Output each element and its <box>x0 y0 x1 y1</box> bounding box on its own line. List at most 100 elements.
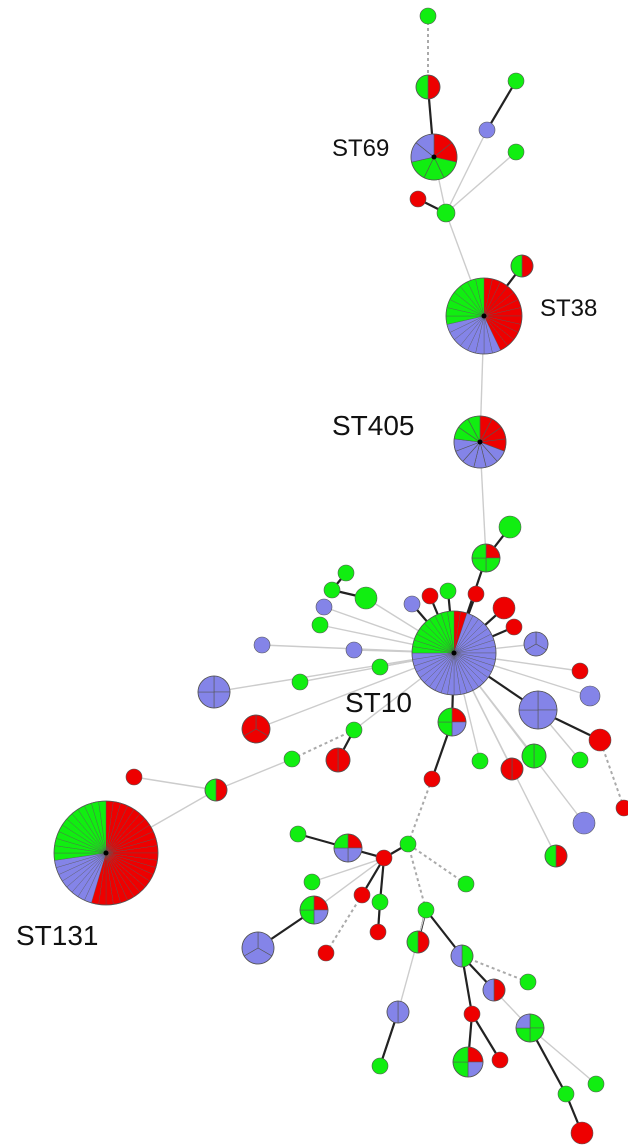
node-n16 <box>354 586 378 610</box>
node-n27 <box>345 641 363 659</box>
node-n60 <box>457 875 475 893</box>
node-n59 <box>299 895 329 925</box>
node-n61 <box>417 901 435 919</box>
node-n74 <box>371 1057 389 1075</box>
tree-edge <box>311 857 385 883</box>
pie-slice <box>406 930 419 954</box>
node-n63 <box>406 930 430 954</box>
pie-slice <box>325 747 339 773</box>
node-n46 <box>125 768 143 786</box>
node-n25 <box>523 631 549 657</box>
node-n77 <box>570 1121 594 1145</box>
node-n4 <box>478 121 496 139</box>
node-n12 <box>498 515 522 539</box>
node-n15 <box>323 581 341 599</box>
pie-slice <box>417 930 430 954</box>
node-n31 <box>197 675 231 709</box>
tree-edge <box>325 894 363 954</box>
node-n57 <box>353 886 371 904</box>
tree-edge <box>133 776 217 791</box>
node-n1 <box>419 7 437 25</box>
node-n7 <box>409 190 427 208</box>
node-n75 <box>587 1075 605 1093</box>
node-n48 <box>615 799 628 817</box>
node-n73 <box>491 1051 509 1069</box>
pie-slice <box>521 743 535 769</box>
node-st38 <box>445 277 523 355</box>
node-n23 <box>492 596 516 620</box>
tree-edges <box>105 16 625 1134</box>
tree-edge <box>599 739 625 809</box>
node-n22 <box>467 585 485 603</box>
node-n67 <box>519 973 537 991</box>
pie-slice <box>493 978 506 1002</box>
node-n34 <box>518 690 558 730</box>
node-n58 <box>371 893 389 911</box>
tree-edge <box>445 129 488 214</box>
node-n8 <box>436 203 456 223</box>
node-st10 <box>411 610 497 696</box>
pie-slice <box>482 978 495 1002</box>
tree-nodes <box>53 7 628 1145</box>
node-n68 <box>482 978 506 1002</box>
node-n29 <box>371 658 389 676</box>
node-n9 <box>510 254 534 278</box>
node-st405 <box>453 415 507 469</box>
node-n13 <box>471 543 501 573</box>
node-n5 <box>507 143 525 161</box>
node-n47 <box>204 778 228 802</box>
node-n35 <box>241 714 271 744</box>
node-n62 <box>369 923 387 941</box>
node-n24 <box>505 618 523 636</box>
pie-slice <box>397 1000 410 1024</box>
node-n33 <box>579 685 601 707</box>
node-n42 <box>571 751 589 769</box>
node-n70 <box>463 1005 481 1023</box>
node-n66 <box>450 944 474 968</box>
pie-slice <box>450 944 463 968</box>
node-n19 <box>403 595 421 613</box>
pie-slice <box>427 74 441 100</box>
node-n64 <box>241 931 275 965</box>
node-n69 <box>386 1000 410 1024</box>
pie-slice <box>521 254 534 278</box>
pie-slice <box>555 844 568 868</box>
node-n40 <box>521 743 547 769</box>
pie-slice <box>337 747 351 773</box>
node-st69 <box>410 133 458 181</box>
node-n65 <box>317 944 335 962</box>
tree-edge <box>529 1027 597 1085</box>
pie-slice <box>215 778 228 802</box>
pie-slice <box>204 778 217 802</box>
pie-slice <box>386 1000 399 1024</box>
node-n3 <box>507 72 525 90</box>
pie-slice <box>511 757 524 781</box>
label-st131: ST131 <box>16 920 99 951</box>
node-n26 <box>253 636 271 654</box>
node-n39 <box>325 747 351 773</box>
node-n72 <box>452 1046 484 1078</box>
tree-edge <box>407 778 433 845</box>
pie-slice <box>544 844 557 868</box>
tree-edge <box>471 1013 501 1061</box>
tree-edge <box>397 909 427 1013</box>
node-n30 <box>291 673 309 691</box>
node-n54 <box>375 849 393 867</box>
label-st69: ST69 <box>332 135 389 162</box>
node-n14 <box>337 564 355 582</box>
node-n20 <box>421 587 439 605</box>
node-n53 <box>333 833 363 863</box>
label-st38: ST38 <box>540 295 597 322</box>
label-st10: ST10 <box>345 687 412 718</box>
node-n51 <box>544 844 568 868</box>
pie-slice <box>461 944 474 968</box>
node-n38 <box>588 728 612 752</box>
tree-edge <box>486 80 517 131</box>
tree-edge <box>445 151 517 214</box>
node-n45 <box>423 770 441 788</box>
label-st405: ST405 <box>332 410 415 441</box>
pie-slice <box>415 74 429 100</box>
node-n50 <box>572 811 596 835</box>
node-st131 <box>53 800 159 906</box>
